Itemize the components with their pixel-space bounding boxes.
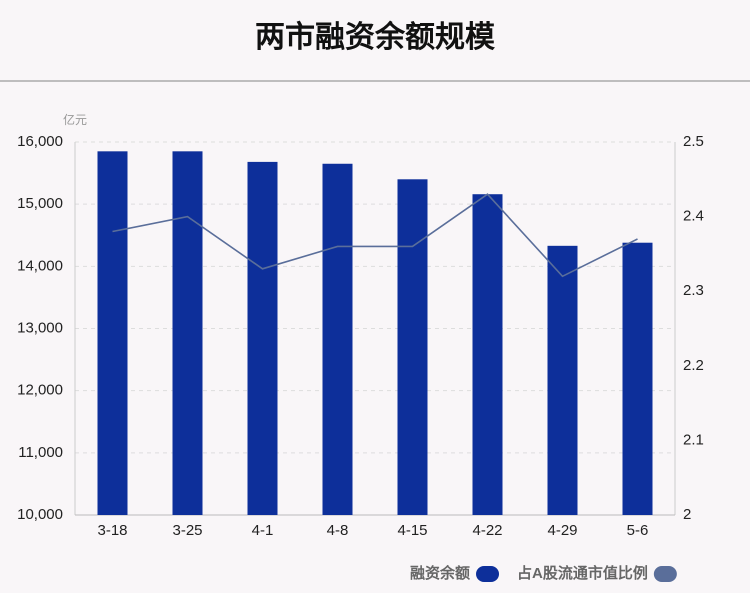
bar [472, 194, 503, 515]
y2-tick-label: 2.4 [683, 208, 704, 225]
bar [322, 163, 353, 515]
y-tick-label: 13,000 [17, 319, 63, 336]
y-tick-label: 11,000 [18, 444, 63, 461]
y2-tick-label: 2 [683, 506, 691, 523]
legend-label: 融资余额 [410, 564, 470, 582]
line [112, 193, 638, 278]
y-axis-unit: 亿元 [63, 112, 87, 127]
x-tick-label: 4-15 [397, 522, 427, 539]
bar [622, 242, 653, 515]
x-tick-label: 4-1 [252, 522, 274, 539]
y-tick-label: 16,000 [17, 133, 63, 150]
legend-swatch [476, 566, 500, 582]
y2-tick-label: 2.1 [683, 431, 704, 448]
legend-swatch [653, 566, 677, 582]
bar [172, 151, 203, 515]
x-tick-label: 4-8 [327, 522, 349, 539]
y2-tick-label: 2.5 [683, 133, 704, 150]
bar [397, 179, 428, 516]
y2-tick-label: 2.3 [683, 282, 704, 299]
y-tick-label: 15,000 [17, 195, 63, 212]
bar [97, 151, 128, 515]
y-tick-label: 12,000 [17, 382, 63, 399]
x-tick-label: 5-6 [627, 522, 649, 539]
x-tick-label: 3-25 [172, 522, 202, 539]
y-tick-label: 10,000 [17, 506, 63, 523]
y2-tick-label: 2.2 [683, 357, 704, 374]
chart-title: 两市融资余额规模 [255, 20, 495, 54]
bar [247, 161, 278, 516]
x-tick-label: 3-18 [97, 522, 127, 539]
legend-label: 占A股流通市值比例 [517, 564, 648, 582]
bar [547, 245, 578, 515]
x-tick-label: 4-29 [547, 522, 577, 539]
y-tick-label: 14,000 [17, 257, 63, 274]
x-tick-label: 4-22 [472, 522, 502, 539]
